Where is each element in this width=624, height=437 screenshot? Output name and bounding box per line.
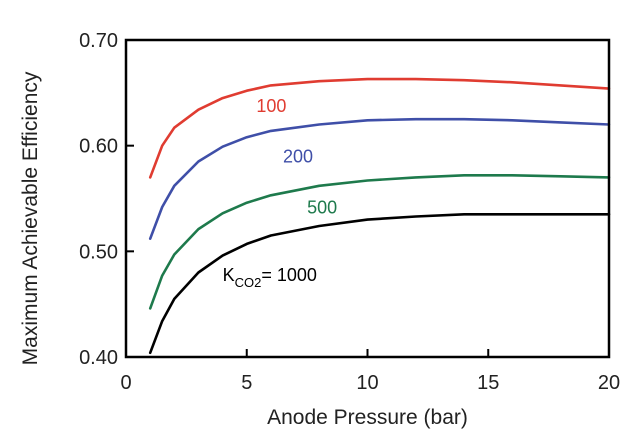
series-layer [148, 77, 611, 355]
y-axis-ticks: 0.40 0.50 0.60 0.70 [79, 30, 134, 369]
x-tick-label: 0 [120, 372, 131, 394]
y-tick-label: 0.50 [79, 241, 118, 263]
x-tick-label: 10 [356, 372, 378, 394]
y-tick-label: 0.60 [79, 136, 118, 158]
series-annotation: KCO2= 1000 [223, 265, 317, 290]
x-axis-title: Anode Pressure (bar) [267, 406, 468, 429]
series-line-1000 [148, 213, 611, 355]
y-axis-title: Maximum Achievable Efficiency [19, 71, 42, 365]
y-tick-label: 0.40 [79, 347, 118, 369]
series-annotation: 200 [283, 147, 313, 167]
series-line-500 [148, 174, 611, 310]
y-tick-label: 0.70 [79, 30, 118, 52]
series-annotation: 100 [256, 96, 286, 116]
series-line-100 [148, 77, 611, 179]
series-annotation: 500 [307, 197, 337, 217]
x-axis-ticks: 0 5 10 15 20 [120, 349, 620, 394]
x-tick-label: 15 [477, 372, 499, 394]
series-line-200 [148, 117, 611, 240]
series-annotations: 100 200 500 KCO2= 1000 [223, 96, 338, 290]
plot-frame [124, 38, 611, 359]
x-tick-label: 20 [598, 372, 620, 394]
x-tick-label: 5 [241, 372, 252, 394]
